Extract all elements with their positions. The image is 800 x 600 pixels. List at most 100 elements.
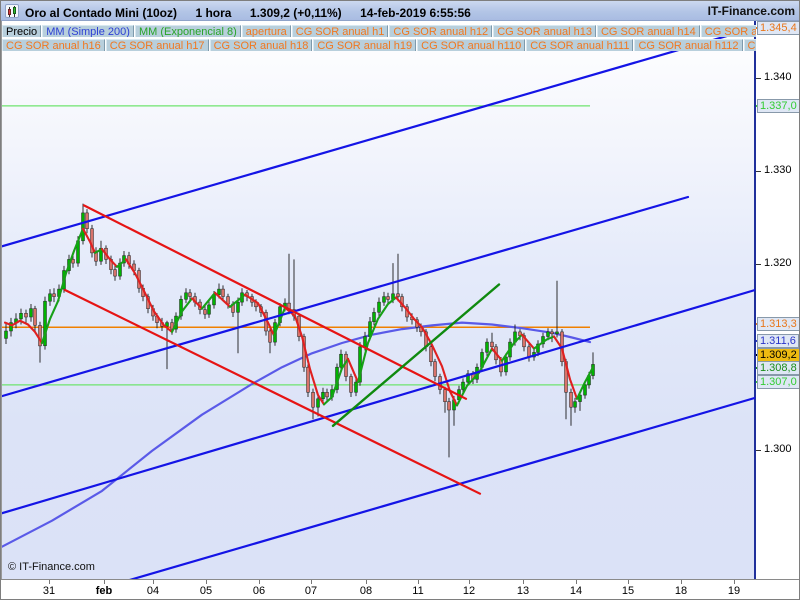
- sma200-line[interactable]: [2, 321, 592, 548]
- price-tag-13116: 1.311,6: [757, 334, 799, 348]
- time-tick: [366, 580, 367, 584]
- candle-body: [94, 252, 98, 262]
- time-tick-label-15: 15: [621, 585, 635, 597]
- time-tick: [576, 580, 577, 584]
- price-tick: [756, 450, 761, 451]
- candle-body: [113, 269, 117, 277]
- price-tick-label: 1.340: [764, 71, 792, 83]
- candle-body: [24, 313, 28, 318]
- candle-body: [306, 366, 310, 393]
- candle-body: [217, 288, 221, 295]
- legend-item-cg-sor-anual-h13[interactable]: CG SOR anual h13: [493, 25, 596, 37]
- ema8-segment: [575, 366, 595, 400]
- candle-body: [433, 361, 437, 377]
- legend-row-2: CG SOR anual h16 CG SOR anual h17 CG SOR a…: [2, 36, 757, 51]
- candle-body: [550, 331, 554, 335]
- ema8-segment: [283, 306, 326, 406]
- ema8-segment: [81, 227, 97, 254]
- ema8-segment: [228, 293, 247, 308]
- time-tick-label-08: 08: [359, 585, 373, 597]
- trendline-red-downtrend-upper[interactable]: [82, 204, 468, 400]
- copyright-label: © IT-Finance.com: [8, 561, 95, 573]
- trendline-channel-line-1[interactable]: [2, 26, 755, 248]
- legend-item-cg-sor-anual-h19[interactable]: CG SOR anual h19: [313, 39, 417, 51]
- legend-item-cg-sor-anual-h16[interactable]: CG SOR anual h16: [2, 39, 105, 51]
- legend-item-cg-sor-anual-h14[interactable]: CG SOR anual h14: [596, 25, 700, 37]
- price-tick: [756, 171, 761, 172]
- legend-item-cg-sor-anual-h111[interactable]: CG SOR anual h111: [526, 39, 634, 51]
- horizontal-levels-layer: [2, 105, 590, 386]
- instrument-name: Oro al Contado Mini (10oz): [25, 6, 177, 20]
- legend-item-precio[interactable]: Precio: [2, 25, 42, 37]
- trendline-red-downtrend-lower[interactable]: [63, 288, 482, 495]
- legend-item-cg-sor-anual-h110[interactable]: CG SOR anual h110: [417, 39, 526, 51]
- ema8-segment: [500, 333, 524, 362]
- time-axis[interactable]: 31 feb 04 05 06 07 08 11 12 13 14 15 18 19: [1, 579, 799, 599]
- candle-body: [52, 293, 56, 297]
- ema8-segment: [532, 335, 556, 350]
- legend-item-cg-sor-anual-h1[interactable]: CG SOR anual h1: [291, 25, 389, 37]
- candle-body: [536, 343, 540, 353]
- time-tick-label-07: 07: [304, 585, 318, 597]
- ema8-segment: [213, 291, 232, 308]
- legend-item-cg-sor-anual-h18[interactable]: CG SOR anual h18: [209, 39, 313, 51]
- candle-body: [43, 300, 47, 347]
- ema8-segment: [124, 258, 174, 333]
- candle-body: [81, 212, 85, 242]
- time-tick: [311, 580, 312, 584]
- candle-body: [9, 322, 13, 332]
- candle-body: [48, 293, 52, 302]
- time-tick: [259, 580, 260, 584]
- time-tick-label-31: 31: [42, 585, 56, 597]
- legend-item-mm-simple-200-[interactable]: MM (Simple 200): [42, 25, 134, 37]
- chart-plot-area[interactable]: © IT-Finance.com: [1, 21, 756, 579]
- price-tag-13070: 1.307,0: [757, 375, 799, 389]
- candle-body: [447, 401, 451, 411]
- legend-item-cg-sor-anual-h12[interactable]: CG SOR anual h12: [389, 25, 493, 37]
- legend-item-apertura[interactable]: apertura: [241, 25, 291, 37]
- ema8-segment: [322, 357, 350, 406]
- last-price-change: 1.309,2 (+0,11%): [249, 6, 342, 20]
- trendline-channel-line-2[interactable]: [2, 195, 690, 398]
- candle-body: [461, 381, 465, 390]
- candle-body: [578, 394, 582, 402]
- time-tick: [104, 580, 105, 584]
- time-tick: [49, 580, 50, 584]
- trendline-channel-line-4[interactable]: [129, 396, 755, 579]
- time-tick-label-04: 04: [146, 585, 160, 597]
- price-axis[interactable]: 1.340 1.330 1.320 1.300 1.345,4 1.337,0 1.313,…: [756, 21, 799, 579]
- candle-body: [184, 292, 188, 300]
- ema8-segment: [190, 297, 204, 310]
- candle-body: [268, 330, 272, 343]
- chart-canvas[interactable]: [2, 21, 755, 579]
- legend-item-mm-exponencial-8-[interactable]: MM (Exponencial 8): [134, 25, 241, 37]
- legend-item-cg-sor-anual-h113[interactable]: CG SOR anual h113: [743, 39, 757, 51]
- candle-body: [179, 299, 183, 317]
- candle-body: [546, 331, 550, 337]
- legend-item-cg-sor-anual-h15[interactable]: CG SOR anual h15: [700, 25, 757, 37]
- legend-item-cg-sor-anual-h17[interactable]: CG SOR anual h17: [105, 39, 209, 51]
- time-tick-label-13: 13: [516, 585, 530, 597]
- candle-body: [382, 296, 386, 303]
- ema8-segment: [93, 248, 104, 254]
- brand-label: IT-Finance.com: [707, 4, 795, 18]
- ema8-segment: [490, 347, 504, 362]
- time-tick: [206, 580, 207, 584]
- ema8-segment: [115, 258, 128, 268]
- time-tick: [418, 580, 419, 584]
- ema8-segment: [520, 333, 536, 350]
- candle-body: [207, 304, 211, 315]
- candle-body: [325, 392, 329, 398]
- legend-item-cg-sor-anual-h112[interactable]: CG SOR anual h112: [634, 39, 743, 51]
- candle-body: [583, 384, 587, 396]
- datetime-label: 14-feb-2019 6:55:56: [360, 6, 471, 20]
- trendline-channel-line-3[interactable]: [2, 288, 755, 515]
- trendline-green-uptrend[interactable]: [331, 283, 501, 427]
- candle-body: [203, 309, 207, 315]
- candle-body: [316, 398, 320, 408]
- time-tick-label-feb: feb: [95, 585, 113, 597]
- time-tick-label-18: 18: [674, 585, 688, 597]
- candle-body: [71, 259, 75, 264]
- ema8-line[interactable]: [3, 227, 595, 407]
